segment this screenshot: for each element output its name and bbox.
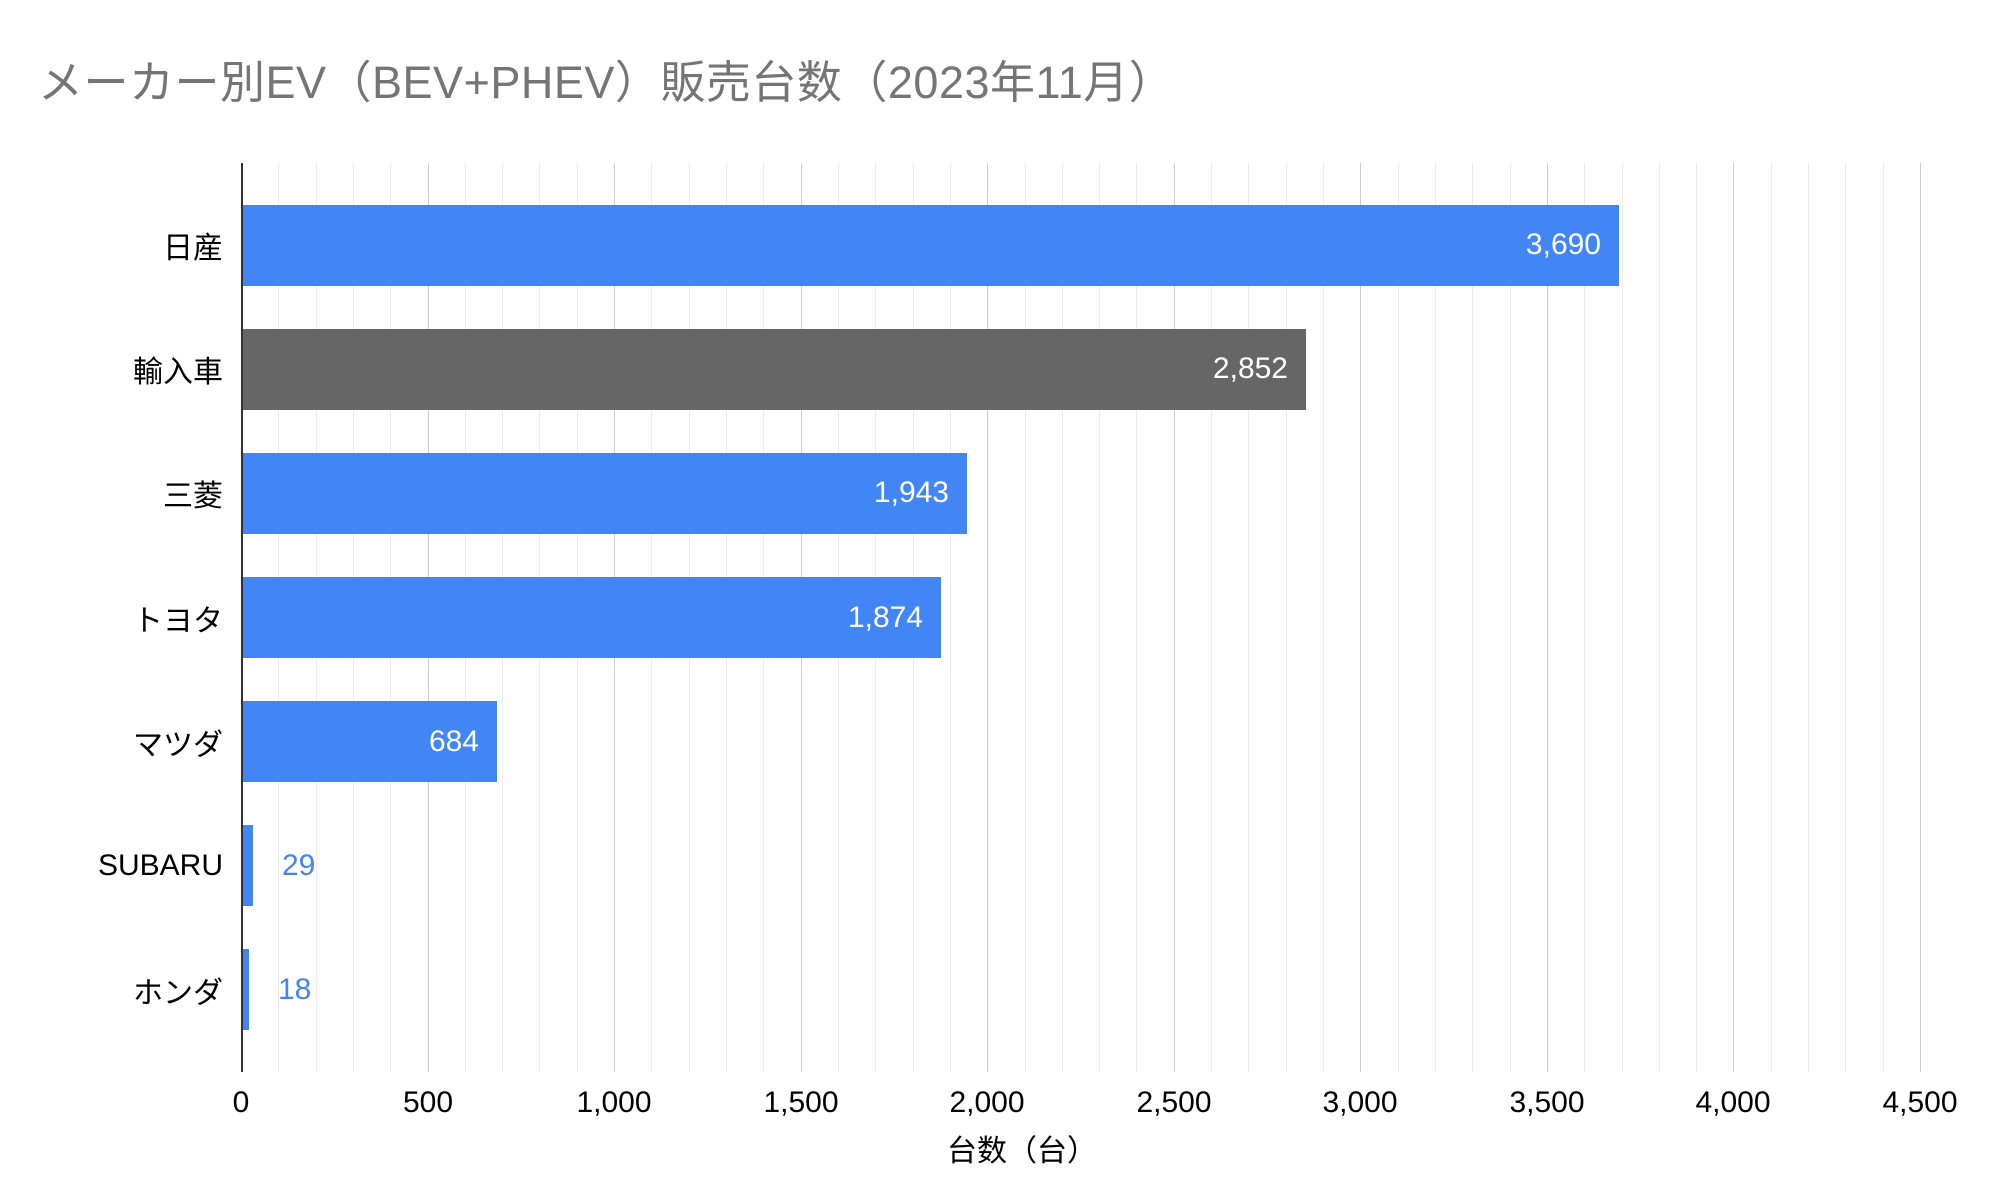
bar-SUBARU bbox=[242, 825, 253, 906]
category-label-三菱: 三菱 bbox=[163, 480, 223, 513]
bar-value-label: 29 bbox=[282, 849, 316, 882]
minor-gridline bbox=[1584, 163, 1585, 1072]
minor-gridline bbox=[1845, 163, 1846, 1072]
y-axis-baseline bbox=[241, 163, 243, 1072]
bar-マツダ bbox=[242, 701, 497, 782]
x-tick-label: 3,500 bbox=[1509, 1086, 1585, 1119]
x-tick-label: 0 bbox=[232, 1086, 250, 1119]
x-tick-label: 4,500 bbox=[1882, 1086, 1958, 1119]
bar-トヨタ bbox=[242, 577, 941, 658]
major-gridline bbox=[987, 163, 988, 1072]
bar-value-label: 1,874 bbox=[847, 601, 923, 634]
minor-gridline bbox=[1062, 163, 1063, 1072]
minor-gridline bbox=[1398, 163, 1399, 1072]
x-tick-label: 2,000 bbox=[949, 1086, 1025, 1119]
minor-gridline bbox=[1771, 163, 1772, 1072]
minor-gridline bbox=[1136, 163, 1137, 1072]
category-label-ホンダ: ホンダ bbox=[133, 977, 223, 1010]
major-gridline bbox=[1920, 163, 1921, 1072]
minor-gridline bbox=[950, 163, 951, 1072]
minor-gridline bbox=[1883, 163, 1884, 1072]
major-gridline bbox=[1733, 163, 1734, 1072]
plot-area: 3,690 2,852 1,943 1,874 684 29 18 bbox=[241, 163, 1921, 1072]
bar-日産 bbox=[242, 205, 1619, 286]
x-tick-label: 1,000 bbox=[576, 1086, 652, 1119]
bar-ホンダ bbox=[242, 949, 249, 1030]
bar-輸入車 bbox=[242, 329, 1306, 410]
minor-gridline bbox=[1286, 163, 1287, 1072]
major-gridline bbox=[1360, 163, 1361, 1072]
major-gridline bbox=[1174, 163, 1175, 1072]
bar-value-label: 2,852 bbox=[1212, 352, 1288, 385]
major-gridline bbox=[1547, 163, 1548, 1072]
minor-gridline bbox=[1211, 163, 1212, 1072]
x-tick-label: 4,000 bbox=[1695, 1086, 1771, 1119]
x-tick-label: 2,500 bbox=[1136, 1086, 1212, 1119]
bar-value-label: 684 bbox=[428, 725, 479, 758]
minor-gridline bbox=[1323, 163, 1324, 1072]
x-tick-label: 3,000 bbox=[1322, 1086, 1398, 1119]
category-label-輸入車: 輸入車 bbox=[133, 356, 223, 389]
minor-gridline bbox=[1248, 163, 1249, 1072]
minor-gridline bbox=[1659, 163, 1660, 1072]
minor-gridline bbox=[1696, 163, 1697, 1072]
chart-title: メーカー別EV（BEV+PHEV）販売台数（2023年11月） bbox=[38, 57, 1175, 108]
x-axis-title: 台数（台） bbox=[947, 1135, 1097, 1168]
bar-value-label: 3,690 bbox=[1525, 228, 1601, 261]
category-label-日産: 日産 bbox=[163, 232, 223, 265]
minor-gridline bbox=[1472, 163, 1473, 1072]
minor-gridline bbox=[1025, 163, 1026, 1072]
minor-gridline bbox=[1435, 163, 1436, 1072]
category-label-SUBARU: SUBARU bbox=[97, 849, 223, 882]
category-label-マツダ: マツダ bbox=[133, 729, 223, 762]
x-tick-label: 1,500 bbox=[763, 1086, 839, 1119]
minor-gridline bbox=[1622, 163, 1623, 1072]
minor-gridline bbox=[1808, 163, 1809, 1072]
minor-gridline bbox=[1099, 163, 1100, 1072]
minor-gridline bbox=[1510, 163, 1511, 1072]
x-tick-label: 500 bbox=[402, 1086, 454, 1119]
bar-value-label: 1,943 bbox=[873, 476, 949, 509]
bar-三菱 bbox=[242, 453, 967, 534]
category-label-トヨタ: トヨタ bbox=[133, 605, 223, 638]
bar-value-label: 18 bbox=[278, 973, 312, 1006]
